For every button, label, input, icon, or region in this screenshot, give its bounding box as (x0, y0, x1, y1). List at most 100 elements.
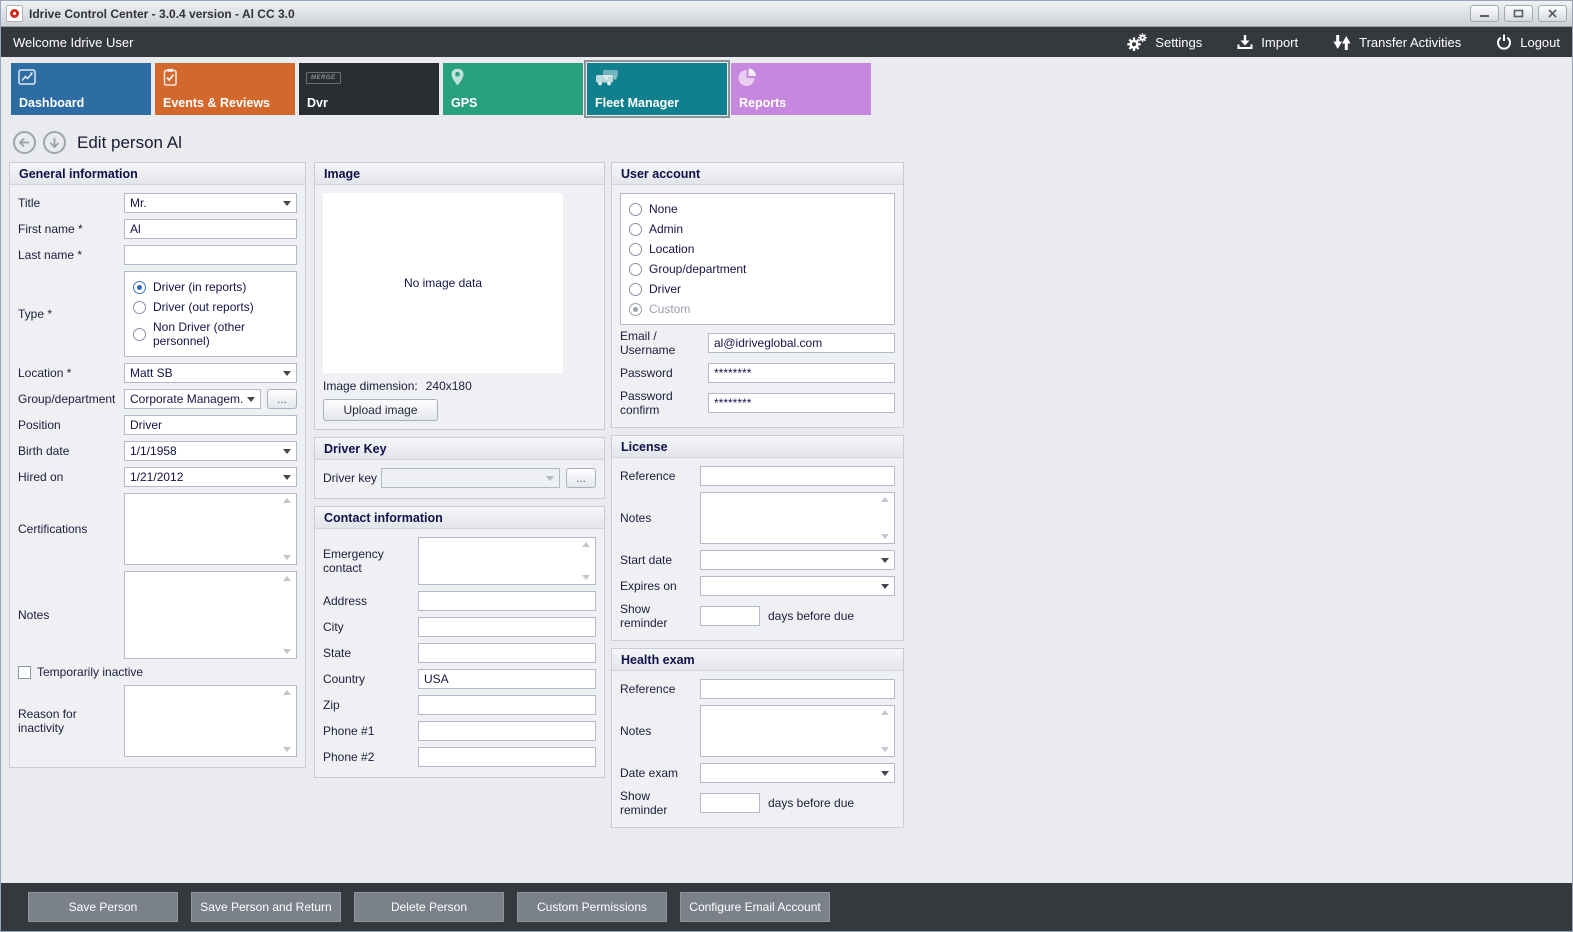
first-name-field[interactable] (124, 219, 297, 239)
health-notes-textarea[interactable] (700, 705, 895, 757)
type-option-driver-in-reports[interactable]: Driver (in reports) (133, 277, 288, 297)
chevron-down-icon (283, 370, 291, 376)
position-field[interactable] (124, 415, 297, 435)
license-reminder-days-field[interactable] (700, 606, 760, 626)
scroll-up-icon[interactable] (881, 497, 889, 502)
type-option-non-driver[interactable]: Non Driver (other personnel) (133, 317, 288, 351)
save-person-and-return-button[interactable]: Save Person and Return (191, 892, 341, 922)
radio-icon[interactable] (629, 222, 642, 236)
scroll-down-button[interactable] (43, 131, 66, 154)
scroll-down-icon[interactable] (582, 575, 590, 580)
role-option-group-department[interactable]: Group/department (629, 259, 886, 279)
role-option-none[interactable]: None (629, 199, 886, 219)
radio-icon[interactable] (133, 280, 146, 294)
location-label: Location * (18, 366, 72, 380)
reason-for-inactivity-textarea[interactable] (124, 685, 297, 757)
hired-on-label: Hired on (18, 470, 64, 484)
address-field[interactable] (418, 591, 596, 611)
emergency-contact-textarea[interactable] (418, 537, 596, 585)
type-option-driver-out-reports[interactable]: Driver (out reports) (133, 297, 288, 317)
radio-icon[interactable] (629, 242, 642, 256)
expires-on-select[interactable] (700, 576, 895, 596)
password-confirm-label: Password confirm (620, 389, 673, 417)
license-reference-field[interactable] (700, 466, 895, 486)
group-department-select[interactable]: Corporate Managem... (124, 389, 261, 409)
phone1-field[interactable] (418, 721, 596, 741)
scroll-down-icon[interactable] (881, 534, 889, 539)
content-area: General information Title Mr. First name… (1, 162, 1572, 835)
save-person-button[interactable]: Save Person (28, 892, 178, 922)
zip-field[interactable] (418, 695, 596, 715)
minimize-button[interactable] (1470, 5, 1499, 22)
radio-icon[interactable] (629, 282, 642, 296)
scroll-down-icon[interactable] (283, 555, 291, 560)
license-notes-textarea[interactable] (700, 492, 895, 544)
scroll-down-icon[interactable] (283, 747, 291, 752)
health-exam-panel: Health exam Reference Notes Dat (611, 648, 904, 828)
start-date-select[interactable] (700, 550, 895, 570)
driver-key-select[interactable] (381, 468, 560, 488)
notes-textarea[interactable] (124, 571, 297, 659)
tile-fleet-manager[interactable]: Fleet Manager (584, 60, 730, 118)
window-title: Idrive Control Center - 3.0.4 version - … (29, 6, 295, 21)
contact-information-header: Contact information (315, 507, 604, 529)
general-information-panel: General information Title Mr. First name… (9, 162, 306, 768)
scroll-up-icon[interactable] (582, 542, 590, 547)
tile-reports[interactable]: Reports (731, 63, 871, 115)
maximize-button[interactable] (1504, 5, 1533, 22)
scroll-down-icon[interactable] (283, 649, 291, 654)
scroll-up-icon[interactable] (283, 576, 291, 581)
state-field[interactable] (418, 643, 596, 663)
last-name-field[interactable] (124, 245, 297, 265)
date-exam-select[interactable] (700, 763, 895, 783)
title-label: Title (18, 196, 41, 210)
license-show-reminder-label: Show reminder (620, 602, 668, 630)
expires-on-label: Expires on (620, 579, 677, 593)
back-button[interactable] (13, 131, 36, 154)
tile-dashboard[interactable]: Dashboard (11, 63, 151, 115)
delete-person-button[interactable]: Delete Person (354, 892, 504, 922)
close-button[interactable] (1538, 5, 1567, 22)
transfer-activities-button[interactable]: Transfer Activities (1332, 34, 1461, 51)
radio-icon[interactable] (133, 300, 146, 314)
tile-gps[interactable]: GPS (443, 63, 583, 115)
settings-button[interactable]: Settings (1126, 33, 1202, 52)
certifications-textarea[interactable] (124, 493, 297, 565)
radio-icon[interactable] (133, 327, 146, 341)
hired-on-select[interactable]: 1/21/2012 (124, 467, 297, 487)
health-reminder-days-field[interactable] (700, 793, 760, 813)
country-field[interactable] (418, 669, 596, 689)
birth-date-select[interactable]: 1/1/1958 (124, 441, 297, 461)
phone2-field[interactable] (418, 747, 596, 767)
tile-events-reviews[interactable]: Events & Reviews (155, 63, 295, 115)
password-field[interactable] (708, 363, 895, 383)
tile-dvr[interactable]: MERGE Dvr (299, 63, 439, 115)
emergency-contact-label: Emergency contact (323, 547, 384, 575)
role-option-driver[interactable]: Driver (629, 279, 886, 299)
role-option-admin[interactable]: Admin (629, 219, 886, 239)
map-pin-icon (451, 68, 464, 86)
radio-icon[interactable] (629, 202, 642, 216)
email-username-label: Email / Username (620, 329, 676, 357)
scroll-up-icon[interactable] (283, 690, 291, 695)
health-reference-field[interactable] (700, 679, 895, 699)
driver-key-label: Driver key (323, 471, 378, 485)
scroll-down-icon[interactable] (881, 747, 889, 752)
location-select[interactable]: Matt SB (124, 363, 297, 383)
group-department-more-button[interactable]: ... (267, 389, 297, 409)
password-confirm-field[interactable] (708, 393, 895, 413)
logout-button[interactable]: Logout (1495, 34, 1560, 51)
scroll-up-icon[interactable] (881, 710, 889, 715)
temporarily-inactive-checkbox[interactable] (18, 665, 31, 679)
driver-key-more-button[interactable]: ... (566, 468, 596, 488)
custom-permissions-button[interactable]: Custom Permissions (517, 892, 667, 922)
title-select[interactable]: Mr. (124, 193, 297, 213)
upload-image-button[interactable]: Upload image (323, 399, 438, 421)
city-field[interactable] (418, 617, 596, 637)
import-button[interactable]: Import (1236, 34, 1298, 51)
email-username-field[interactable] (708, 333, 895, 353)
role-option-location[interactable]: Location (629, 239, 886, 259)
radio-icon[interactable] (629, 262, 642, 276)
scroll-up-icon[interactable] (283, 498, 291, 503)
configure-email-account-button[interactable]: Configure Email Account (680, 892, 830, 922)
